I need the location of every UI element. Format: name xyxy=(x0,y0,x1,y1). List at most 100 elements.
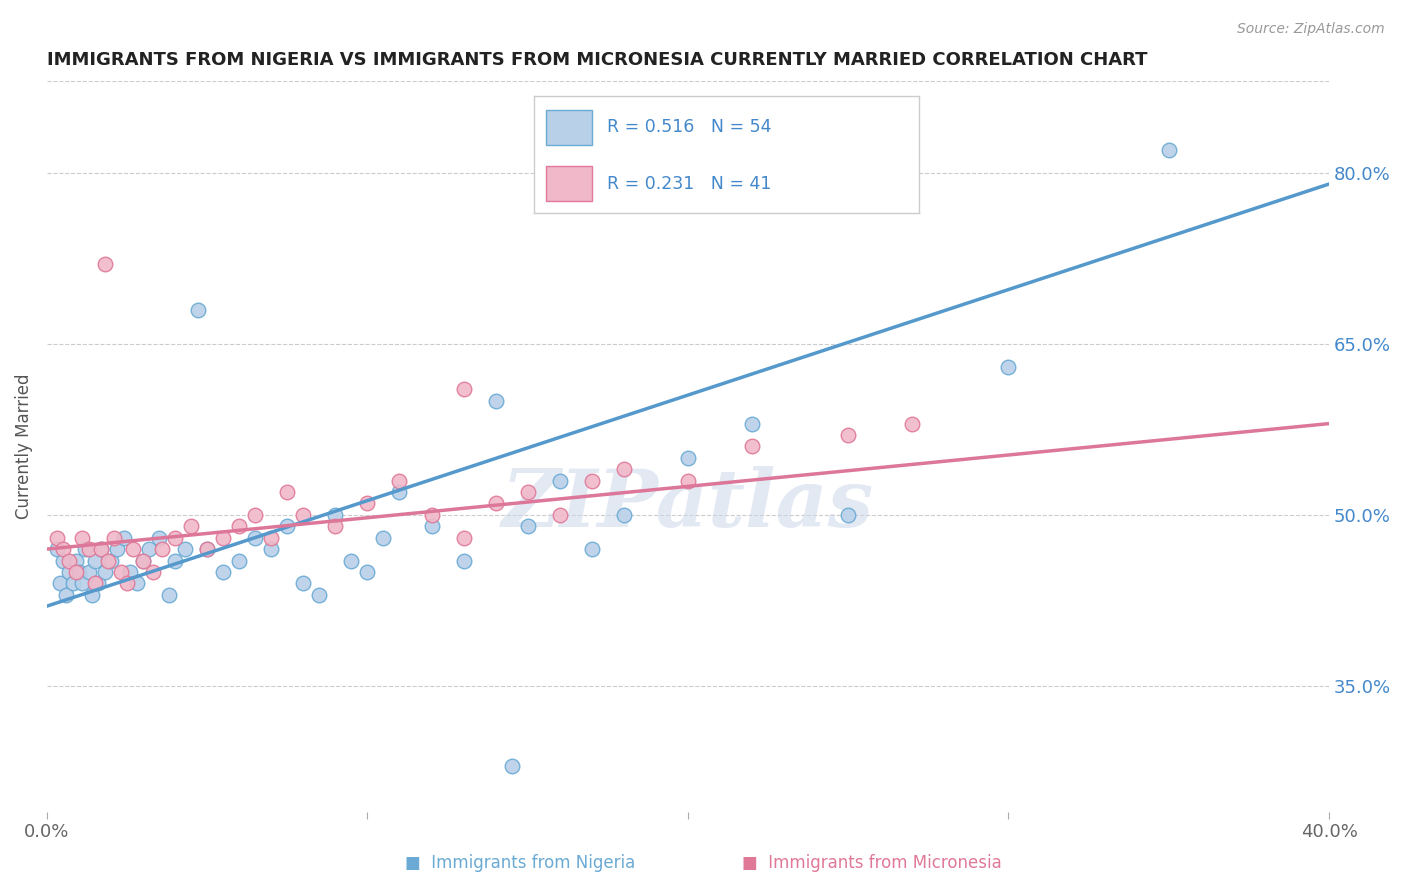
Point xyxy=(581,542,603,557)
Point xyxy=(90,542,112,557)
Y-axis label: Currently Married: Currently Married xyxy=(15,374,32,519)
Point xyxy=(245,508,267,522)
Point xyxy=(75,542,97,557)
Point xyxy=(228,519,250,533)
Point xyxy=(388,474,411,488)
Point xyxy=(292,576,315,591)
Point xyxy=(453,553,475,567)
Point xyxy=(501,759,523,773)
Point xyxy=(45,531,67,545)
Point xyxy=(388,485,411,500)
Point xyxy=(516,485,538,500)
Point xyxy=(548,474,571,488)
Point xyxy=(1157,143,1180,157)
Point xyxy=(613,462,636,476)
Text: Source: ZipAtlas.com: Source: ZipAtlas.com xyxy=(1237,22,1385,37)
Point xyxy=(157,588,180,602)
Point xyxy=(45,542,67,557)
Point xyxy=(87,576,110,591)
Point xyxy=(195,542,218,557)
Point xyxy=(52,553,75,567)
Point xyxy=(195,542,218,557)
Point xyxy=(212,565,235,579)
Point xyxy=(70,576,93,591)
Point xyxy=(125,576,148,591)
Point xyxy=(356,565,378,579)
Point xyxy=(55,588,77,602)
Point xyxy=(373,531,395,545)
Point xyxy=(165,553,187,567)
Point xyxy=(581,474,603,488)
Point xyxy=(485,496,508,510)
Point xyxy=(516,519,538,533)
Point xyxy=(741,417,763,431)
Point xyxy=(676,450,699,465)
Point xyxy=(837,428,859,442)
Point xyxy=(110,565,132,579)
Point xyxy=(676,474,699,488)
Point xyxy=(77,542,100,557)
Point xyxy=(65,565,87,579)
Point xyxy=(276,519,298,533)
Point xyxy=(180,519,202,533)
Point xyxy=(245,531,267,545)
Point xyxy=(453,383,475,397)
Point xyxy=(122,542,145,557)
Point xyxy=(77,565,100,579)
Point xyxy=(103,531,125,545)
Point xyxy=(325,508,347,522)
Point xyxy=(120,565,142,579)
Point xyxy=(148,531,170,545)
Point xyxy=(132,553,155,567)
Point xyxy=(485,393,508,408)
Point xyxy=(62,576,84,591)
Point xyxy=(48,576,70,591)
Point xyxy=(138,542,160,557)
Text: IMMIGRANTS FROM NIGERIA VS IMMIGRANTS FROM MICRONESIA CURRENTLY MARRIED CORRELAT: IMMIGRANTS FROM NIGERIA VS IMMIGRANTS FR… xyxy=(46,51,1147,69)
Point xyxy=(308,588,330,602)
Point xyxy=(58,565,80,579)
Point xyxy=(997,359,1019,374)
Point xyxy=(356,496,378,510)
Point xyxy=(107,542,129,557)
Point xyxy=(228,553,250,567)
Point xyxy=(325,519,347,533)
Point xyxy=(901,417,924,431)
Point xyxy=(65,553,87,567)
Point xyxy=(80,588,103,602)
Point xyxy=(115,576,138,591)
Point xyxy=(186,302,208,317)
Point xyxy=(165,531,187,545)
Point xyxy=(276,485,298,500)
Point xyxy=(93,257,115,271)
Text: ■  Immigrants from Nigeria: ■ Immigrants from Nigeria xyxy=(405,855,636,872)
Point xyxy=(212,531,235,545)
Text: ZIPatlas: ZIPatlas xyxy=(502,467,875,543)
Point xyxy=(420,519,443,533)
Point xyxy=(70,531,93,545)
Point xyxy=(142,565,165,579)
Point xyxy=(150,542,173,557)
Point xyxy=(260,542,283,557)
Point xyxy=(292,508,315,522)
Point xyxy=(613,508,636,522)
Point xyxy=(741,439,763,453)
Point xyxy=(132,553,155,567)
Point xyxy=(340,553,363,567)
Point xyxy=(84,576,107,591)
Point xyxy=(100,553,122,567)
Point xyxy=(420,508,443,522)
Point xyxy=(260,531,283,545)
Point xyxy=(84,553,107,567)
Point xyxy=(90,542,112,557)
Point xyxy=(837,508,859,522)
Point xyxy=(112,531,135,545)
Point xyxy=(453,531,475,545)
Point xyxy=(58,553,80,567)
Point xyxy=(97,553,120,567)
Text: ■  Immigrants from Micronesia: ■ Immigrants from Micronesia xyxy=(742,855,1001,872)
Point xyxy=(93,565,115,579)
Point xyxy=(67,565,90,579)
Point xyxy=(548,508,571,522)
Point xyxy=(173,542,195,557)
